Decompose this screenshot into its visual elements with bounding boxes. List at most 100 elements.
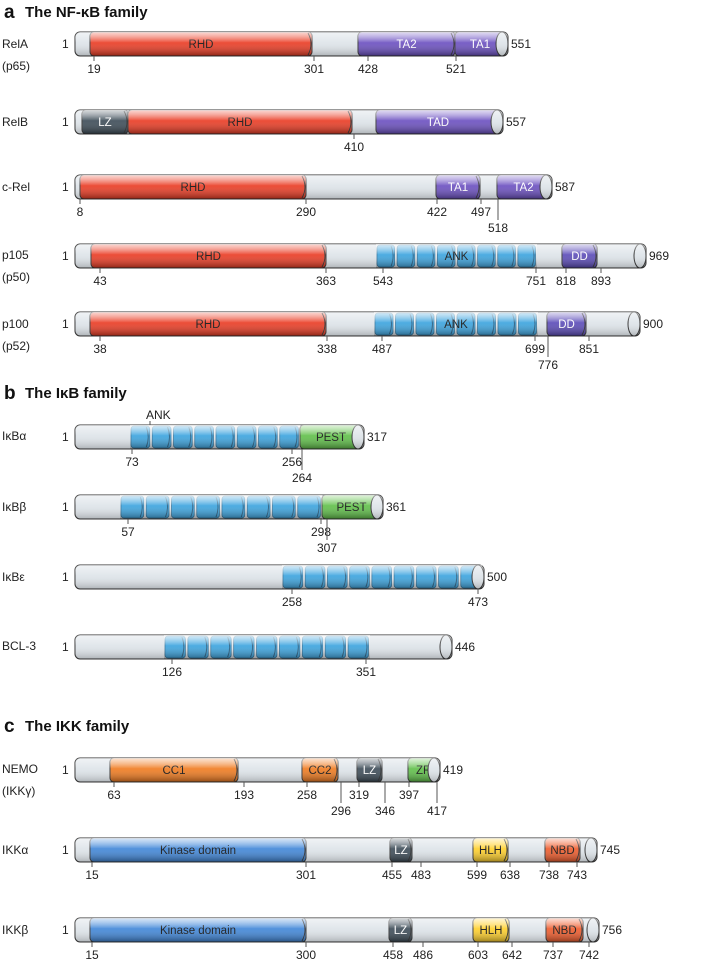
residue-position: 486	[413, 948, 433, 962]
residue-position: 638	[500, 868, 520, 882]
backbone-shade	[75, 565, 484, 589]
start-residue: 1	[62, 640, 69, 654]
end-residue: 500	[487, 570, 507, 584]
residue-position: 521	[446, 62, 466, 76]
end-residue: 419	[443, 763, 463, 777]
residue-position: 298	[311, 525, 331, 539]
start-residue: 1	[62, 843, 69, 857]
residue-position: 487	[372, 342, 392, 356]
backbone-shade	[75, 495, 383, 519]
end-residue: 969	[649, 249, 669, 263]
residue-position: 428	[358, 62, 378, 76]
protein-name: IκBε	[2, 570, 25, 584]
backbone-shade	[75, 32, 508, 56]
end-residue: 446	[455, 640, 475, 654]
residue-position: 893	[591, 274, 611, 288]
residue-position: 57	[121, 525, 135, 539]
section-header-a: a The NF-κB family	[4, 2, 148, 23]
start-residue: 1	[62, 180, 69, 194]
residue-position: 363	[316, 274, 336, 288]
backbone-shade	[75, 244, 646, 268]
protein-name: (p50)	[2, 270, 30, 284]
protein-row-ikbe: IκBε 1 500 258 473	[2, 564, 507, 609]
section-header-c: c The IKK family	[4, 716, 130, 737]
start-residue: 1	[62, 317, 69, 331]
residue-position: 699	[525, 342, 545, 356]
protein-row-bcl3: BCL-3 1 446 126 351	[2, 634, 475, 679]
section-letter: b	[4, 383, 16, 404]
protein-name: NEMO	[2, 762, 38, 776]
residue-position: 483	[411, 868, 431, 882]
section-title: The IKK family	[25, 718, 130, 735]
residue-position: 599	[467, 868, 487, 882]
residue-position: 410	[344, 140, 364, 154]
protein-name: p105	[2, 248, 29, 262]
residue-position: 8	[77, 205, 84, 219]
end-residue: 756	[602, 923, 622, 937]
section-letter: c	[4, 716, 15, 737]
end-residue: 551	[511, 37, 531, 51]
protein-name: (p52)	[2, 339, 30, 353]
end-residue: 900	[643, 317, 663, 331]
residue-position: 43	[93, 274, 107, 288]
section-title: The NF-κB family	[25, 4, 148, 21]
residue-position: 38	[93, 342, 107, 356]
residue-position: 776	[538, 358, 558, 372]
end-residue: 557	[506, 115, 526, 129]
residue-position: 642	[502, 948, 522, 962]
residue-position: 258	[282, 595, 302, 609]
start-residue: 1	[62, 500, 69, 514]
end-residue: 361	[386, 500, 406, 514]
residue-position: 301	[296, 868, 316, 882]
protein-name: IκBβ	[2, 500, 26, 514]
start-residue: 1	[62, 115, 69, 129]
residue-position: 307	[317, 541, 337, 555]
residue-position: 751	[526, 274, 546, 288]
protein-row-nemo: NEMO(IKKγ)1CC1CC2LZZF4196319325829631934…	[2, 757, 463, 818]
residue-position: 319	[349, 788, 369, 802]
residue-position: 256	[282, 455, 302, 469]
residue-position: 518	[488, 221, 508, 235]
protein-row-crel: c-Rel1RHDTA1TA25878290422497518	[2, 174, 575, 235]
residue-position: 126	[162, 665, 182, 679]
protein-name: IKKβ	[2, 923, 28, 937]
residue-position: 743	[567, 868, 587, 882]
backbone-shade	[75, 918, 599, 942]
start-residue: 1	[62, 430, 69, 444]
residue-position: 603	[468, 948, 488, 962]
residue-position: 351	[356, 665, 376, 679]
residue-position: 417	[427, 804, 447, 818]
start-residue: 1	[62, 249, 69, 263]
residue-position: 63	[107, 788, 121, 802]
section-title: The IκB family	[25, 385, 127, 402]
residue-position: 738	[539, 868, 559, 882]
residue-position: 473	[468, 595, 488, 609]
protein-row-p105: p105(p50)1RHDANKDD96943363543751818893	[2, 243, 669, 288]
residue-position: 301	[304, 62, 324, 76]
protein-name: IKKα	[2, 843, 28, 857]
backbone-shade	[75, 110, 503, 134]
residue-position: 15	[85, 948, 99, 962]
protein-row-p100: p100(p52)1RHDANKDD90038338487699776851	[2, 311, 663, 372]
backbone-shade	[75, 635, 452, 659]
residue-position: 397	[399, 788, 419, 802]
residue-position: 290	[296, 205, 316, 219]
backbone-shade	[75, 838, 597, 862]
protein-row-ikkb: IKKβ1Kinase domainLZHLHNBD75615300458486…	[2, 917, 622, 962]
protein-row-ikka: IKKα1Kinase domainLZHLHNBD74515301455483…	[2, 837, 620, 882]
protein-name: BCL-3	[2, 639, 36, 653]
residue-position: 422	[427, 205, 447, 219]
residue-position: 338	[317, 342, 337, 356]
residue-position: 458	[383, 948, 403, 962]
backbone-shade	[75, 175, 552, 199]
section-header-b: b The IκB family	[4, 383, 127, 404]
backbone-shade	[75, 425, 364, 449]
residue-position: 296	[331, 804, 351, 818]
start-residue: 1	[62, 37, 69, 51]
protein-name: RelB	[2, 115, 28, 129]
protein-row-ikba: IκBα1PEST317ANK73256264	[2, 408, 387, 485]
residue-position: 818	[556, 274, 576, 288]
protein-row-rela: RelA(p65)1RHDTA2TA155119301428521	[2, 31, 531, 76]
residue-position: 346	[375, 804, 395, 818]
residue-position: 300	[296, 948, 316, 962]
